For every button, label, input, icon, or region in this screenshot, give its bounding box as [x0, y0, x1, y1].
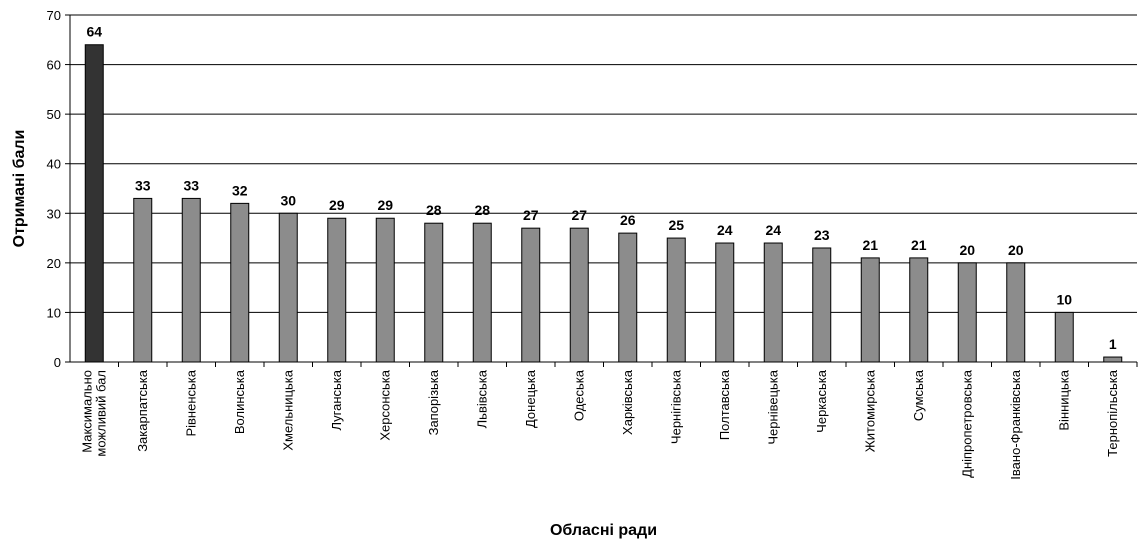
category-label: Донецька: [523, 369, 538, 428]
bar: [424, 222, 444, 363]
data-label: 27: [571, 207, 587, 223]
data-label: 26: [620, 212, 636, 228]
bar: [909, 257, 929, 363]
category-label: Одеська: [571, 369, 586, 421]
data-label: 23: [814, 227, 830, 243]
data-label: 28: [474, 202, 490, 218]
category-label: Хмельницька: [280, 369, 295, 450]
category-label: Вінницька: [1056, 369, 1071, 430]
category-label: Дніпропетровська: [959, 369, 974, 478]
category-label: Запорізька: [426, 369, 441, 435]
bar: [957, 262, 977, 363]
data-label: 32: [232, 182, 248, 198]
category-label: Харківська: [620, 369, 635, 435]
category-label: Тернопільська: [1105, 369, 1120, 457]
data-label: 64: [86, 24, 102, 40]
category-label: Сумська: [911, 369, 926, 421]
data-label: 21: [911, 237, 927, 253]
bar: [230, 202, 250, 363]
data-label: 29: [377, 197, 393, 213]
data-label: 21: [862, 237, 878, 253]
data-label: 1: [1109, 336, 1117, 352]
bar: [133, 197, 153, 363]
category-label: Максимально: [79, 370, 94, 453]
data-label: 33: [183, 177, 199, 193]
data-label: 27: [523, 207, 539, 223]
data-label: 33: [135, 177, 151, 193]
category-label: Чернівецька: [765, 369, 780, 444]
category-label: Полтавська: [717, 369, 732, 440]
bar: [860, 257, 880, 363]
category-label: Житомирська: [862, 369, 877, 452]
category-label: можливий бал: [93, 370, 108, 457]
y-axis-title: Отримані бали: [11, 130, 28, 248]
bar: [666, 237, 686, 363]
bars: [84, 44, 1123, 363]
y-tick-label: 50: [47, 107, 61, 122]
data-label: 24: [717, 222, 733, 238]
bar: [1054, 311, 1074, 363]
data-label: 28: [426, 202, 442, 218]
category-label: Івано-Франківська: [1008, 369, 1023, 479]
bar: [763, 242, 783, 363]
category-label: Львівська: [474, 369, 489, 428]
bar: [569, 227, 589, 363]
category-label: Закарпатська: [135, 369, 150, 452]
bar: [84, 44, 104, 363]
data-label: 20: [1008, 242, 1024, 258]
data-labels: 64 33 33 32 30 29 29 28 28 27 27 26 25 24 24 23 21 21 20 20…: [86, 24, 1116, 352]
bar: [472, 222, 492, 363]
category-label: Чернігівська: [668, 369, 683, 444]
y-tick-label: 30: [47, 206, 61, 221]
bar: [181, 197, 201, 363]
category-labels: Максимально можливий бал Закарпатська Рівне…: [79, 369, 1120, 479]
category-label: Рівненська: [183, 369, 198, 436]
category-label: Волинська: [232, 369, 247, 434]
data-label: 29: [329, 197, 345, 213]
y-tick-label: 10: [47, 305, 61, 320]
x-axis-title: Обласні ради: [550, 522, 657, 539]
bar: [278, 212, 298, 363]
y-tick-label: 40: [47, 157, 61, 172]
y-tick-label: 70: [47, 8, 61, 23]
bar: [327, 217, 347, 363]
bar: [375, 217, 395, 363]
y-tick-label: 60: [47, 58, 61, 73]
bar: [715, 242, 735, 363]
bar: [812, 247, 832, 363]
data-label: 24: [765, 222, 781, 238]
y-tick-label: 20: [47, 256, 61, 271]
data-label: 30: [280, 192, 296, 208]
bar: [521, 227, 541, 363]
data-label: 10: [1056, 291, 1072, 307]
y-tick-labels: 0 10 20 30 40 50 60 70: [47, 8, 61, 370]
category-label: Херсонська: [377, 369, 392, 440]
data-label: 20: [959, 242, 975, 258]
category-label: Черкаська: [814, 369, 829, 433]
y-tick-label: 0: [54, 355, 61, 370]
bar: [618, 232, 638, 363]
data-label: 25: [668, 217, 684, 233]
bar: [1103, 356, 1123, 363]
category-label: Луганська: [329, 369, 344, 430]
bar: [1006, 262, 1026, 363]
